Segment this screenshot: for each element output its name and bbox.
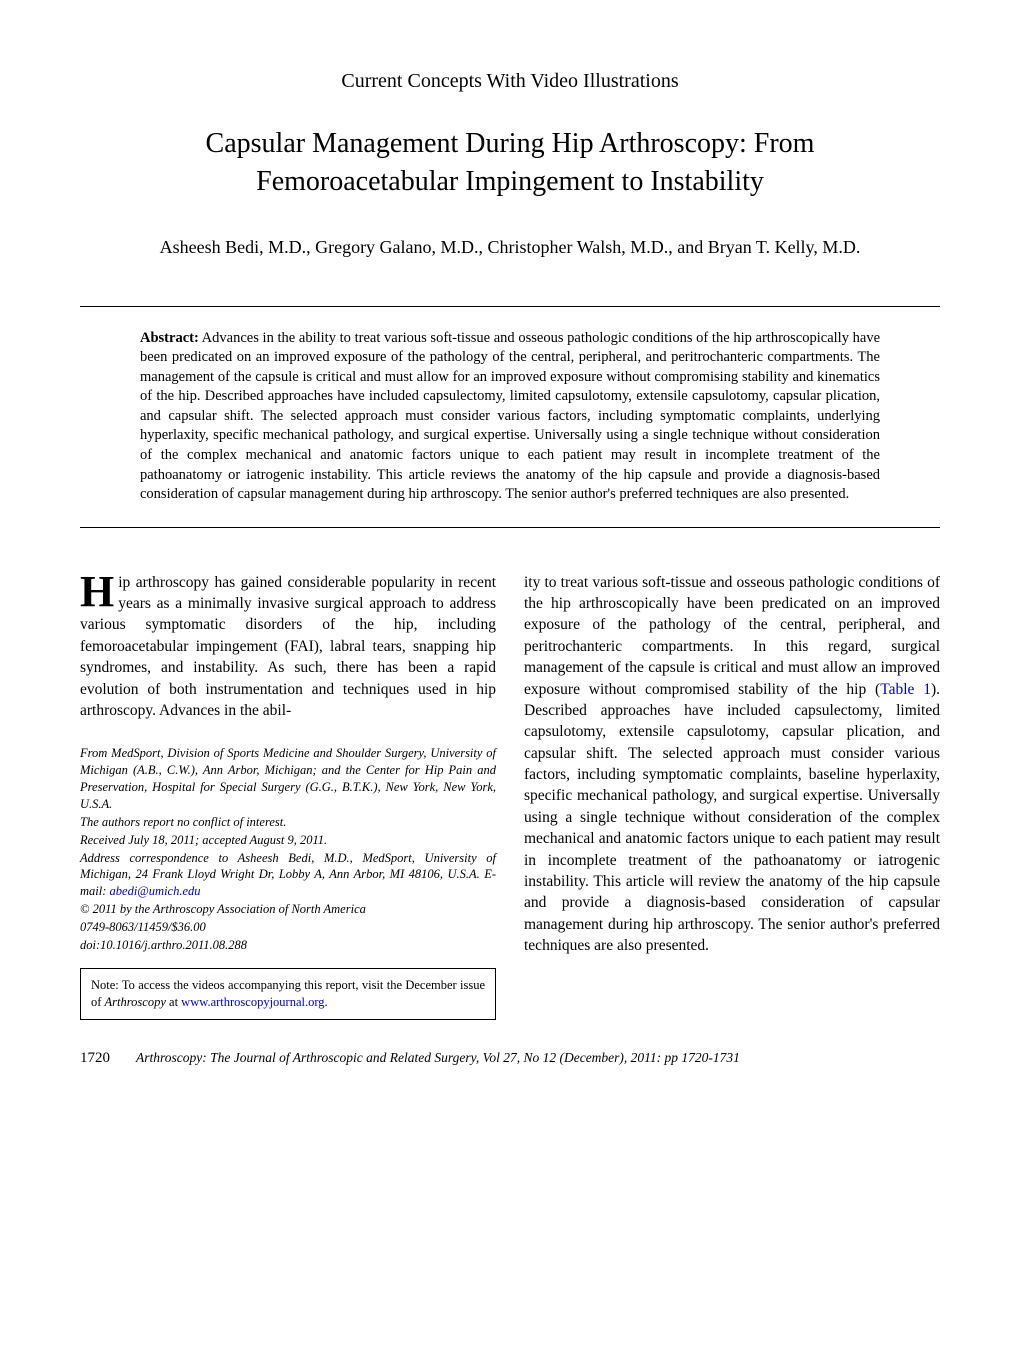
journal-citation: Arthroscopy: The Journal of Arthroscopic… [136,1050,740,1066]
note-box-post: . [325,995,328,1009]
footnote-issn: 0749-8063/11459/$36.00 [80,919,496,936]
title-line-2: Femoroacetabular Impingement to Instabil… [256,166,764,197]
abstract-body: Advances in the ability to treat various… [140,330,880,503]
footnote-correspondence: Address correspondence to Asheesh Bedi, … [80,850,496,901]
body-columns: Hip arthroscopy has gained considerable … [80,572,940,1020]
page-footer: 1720 Arthroscopy: The Journal of Arthros… [80,1050,940,1067]
table-1-link[interactable]: Table 1 [880,681,931,698]
right-column: ity to treat various soft-tissue and oss… [524,572,940,1020]
footnote-block: From MedSport, Division of Sports Medici… [80,745,496,1019]
note-box-journal: Arthroscopy [105,995,166,1009]
right-body-pre: ity to treat various soft-tissue and oss… [524,574,940,698]
footnote-received: Received July 18, 2011; accepted August … [80,832,496,849]
video-note-box: Note: To access the videos accompanying … [80,968,496,1020]
page-number: 1720 [80,1050,110,1067]
footnote-copyright: © 2011 by the Arthroscopy Association of… [80,901,496,918]
section-label: Current Concepts With Video Illustration… [80,70,940,93]
intro-paragraph: Hip arthroscopy has gained considerable … [80,572,496,722]
note-box-mid: at [166,995,181,1009]
intro-body: ip arthroscopy has gained considerable p… [80,574,496,719]
correspondence-email-link[interactable]: abedi@umich.edu [110,884,201,898]
right-column-paragraph: ity to treat various soft-tissue and oss… [524,572,940,957]
dropcap-letter: H [80,572,118,610]
authors-line: Asheesh Bedi, M.D., Gregory Galano, M.D.… [80,237,940,258]
abstract-container: Abstract: Advances in the ability to tre… [80,306,940,528]
article-title: Capsular Management During Hip Arthrosco… [80,125,940,201]
left-column: Hip arthroscopy has gained considerable … [80,572,496,1020]
journal-website-link[interactable]: www.arthroscopyjournal.org [181,995,324,1009]
footnote-doi: doi:10.1016/j.arthro.2011.08.288 [80,937,496,954]
abstract-label: Abstract: [140,330,199,346]
footnote-conflict: The authors report no conflict of intere… [80,814,496,831]
footnote-affiliation: From MedSport, Division of Sports Medici… [80,745,496,813]
title-line-1: Capsular Management During Hip Arthrosco… [206,128,815,159]
right-body-post: ). Described approaches have included ca… [524,681,940,955]
abstract-text: Abstract: Advances in the ability to tre… [140,329,880,505]
